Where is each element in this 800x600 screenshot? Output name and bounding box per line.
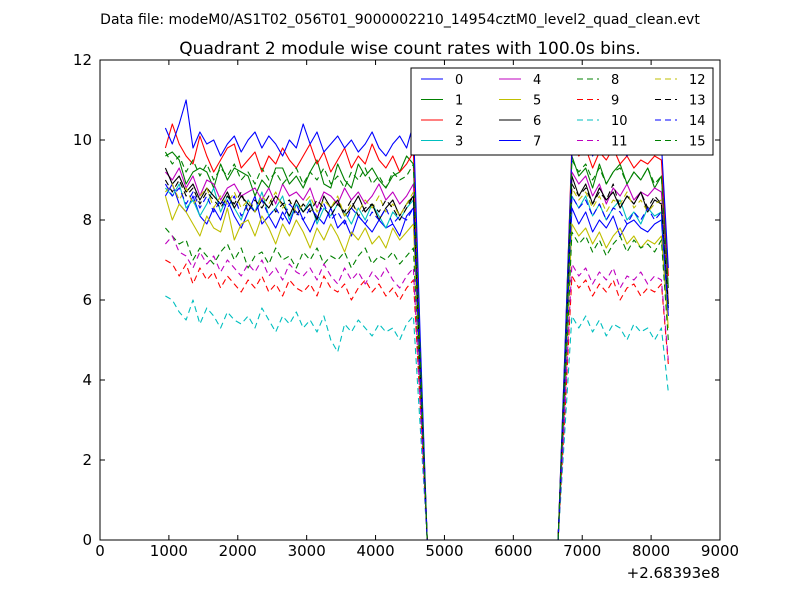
x-tick-label: 4000 [356,542,394,560]
x-tick-label: 5000 [425,542,463,560]
x-axis: 0 1000 2000 3000 4000 5000 6000 7000 8000 9000 [95,60,739,560]
x-tick-label: 6000 [494,542,532,560]
series-line-10 [165,295,669,540]
plot-area: 0 1000 2000 3000 4000 5000 6000 7000 8000 9000 0 2… [73,51,739,582]
legend-label-4: 4 [533,73,541,88]
legend-label-5: 5 [533,94,541,109]
y-tick-label: 0 [82,531,92,549]
series-line-11 [164,235,669,540]
legend-label-8: 8 [611,73,619,88]
x-tick-label: 1000 [150,542,188,560]
legend-label-10: 10 [611,114,628,129]
y-tick-label: 12 [73,51,92,69]
legend-label-3: 3 [455,135,463,150]
figure-suptitle: Data file: modeM0/AS1T02_056T01_90000022… [100,12,700,28]
legend-label-9: 9 [611,94,619,109]
legend-label-2: 2 [455,114,463,129]
legend-label-1: 1 [455,94,463,109]
x-tick-label: 3000 [288,542,326,560]
x-tick-label: 0 [95,542,105,560]
series-line-9 [165,259,669,540]
series-line-13 [164,179,669,540]
x-tick-label: 7000 [563,542,601,560]
legend-label-0: 0 [455,73,463,88]
legend-box [410,67,714,156]
series-layer [164,99,669,540]
legend-label-6: 6 [533,114,541,129]
series-line-14 [164,183,669,540]
legend-label-13: 13 [689,94,706,109]
y-tick-label: 8 [82,211,92,229]
chart-title: Quadrant 2 module wise count rates with … [179,39,640,59]
x-tick-label: 8000 [632,542,670,560]
x-tick-label: 2000 [219,542,257,560]
legend-label-14: 14 [689,114,706,129]
series-line-15 [164,151,669,540]
series-line-5 [164,195,669,540]
x-tick-label: 9000 [701,542,739,560]
legend-label-11: 11 [611,135,628,150]
y-tick-label: 4 [82,371,92,389]
x-axis-offset-label: +2.68393e8 [627,564,720,582]
legend-label-12: 12 [689,73,706,88]
y-tick-label: 6 [82,291,92,309]
legend-label-7: 7 [533,135,541,150]
y-tick-label: 2 [82,451,92,469]
legend-label-15: 15 [689,135,706,150]
y-tick-label: 10 [73,131,92,149]
